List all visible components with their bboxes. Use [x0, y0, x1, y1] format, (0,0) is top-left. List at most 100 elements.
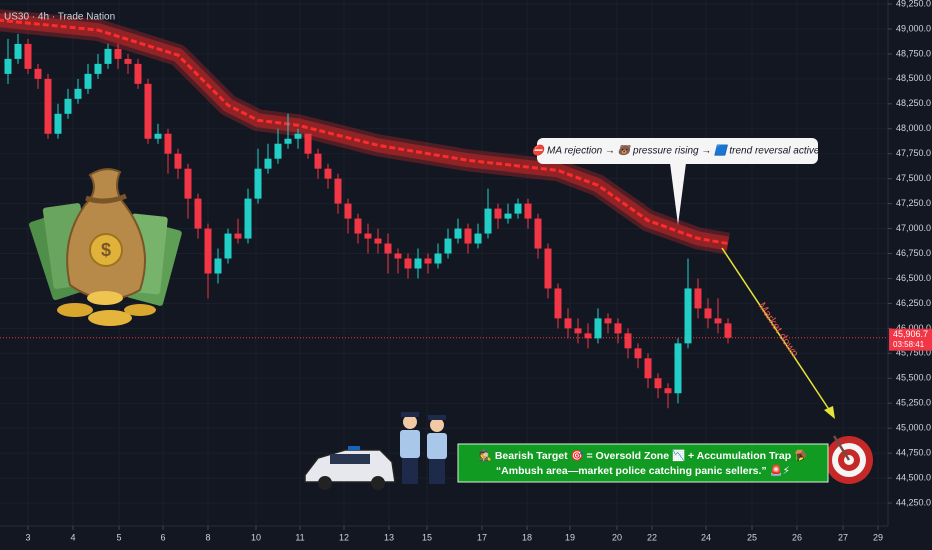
candle-body	[674, 343, 682, 394]
callout-pointer	[670, 163, 686, 225]
x-tick-label: 15	[422, 532, 432, 542]
candle-body	[274, 143, 282, 159]
candle-body	[54, 113, 62, 134]
candle-body	[584, 333, 592, 339]
x-tick-label: 8	[205, 532, 210, 542]
candle-body	[414, 258, 422, 269]
y-tick-label: 48,000.0	[896, 123, 931, 133]
target-box: 🕵️ Bearish Target 🎯 = Oversold Zone 📉 + …	[457, 443, 829, 483]
candle-body	[384, 243, 392, 254]
candle-body	[514, 203, 522, 214]
candle-body	[254, 168, 262, 199]
x-tick-label: 22	[647, 532, 657, 542]
x-tick-label: 19	[565, 532, 575, 542]
target-line-1: 🕵️ Bearish Target 🎯 = Oversold Zone 📉 + …	[479, 449, 807, 462]
ma-line	[0, 18, 729, 246]
candle-body	[314, 153, 322, 169]
x-tick-label: 10	[251, 532, 261, 542]
candle-body	[14, 43, 22, 59]
x-tick-label: 11	[295, 532, 304, 542]
candle-body	[664, 388, 672, 394]
target-illustration	[825, 435, 873, 484]
candle-body	[444, 238, 452, 254]
callout-text: ⛔ MA rejection → 🐻 pressure rising → 🟦 t…	[532, 144, 823, 157]
y-tick-label: 48,500.0	[896, 73, 931, 83]
candle-body	[434, 253, 442, 264]
callout-box	[537, 138, 818, 164]
candle-body	[294, 133, 302, 139]
y-tick-label: 46,000.0	[896, 323, 931, 333]
x-tick-label: 13	[384, 532, 394, 542]
countdown-label: 03:58:41	[893, 340, 925, 349]
y-tick-label: 46,750.0	[896, 248, 931, 258]
candle-body	[704, 308, 712, 319]
candle-body	[654, 378, 662, 389]
candle-body	[244, 198, 252, 239]
x-tick-label: 29	[873, 532, 883, 542]
candle-body	[644, 358, 652, 379]
candle-body	[224, 233, 232, 259]
last-price-tag	[889, 328, 932, 351]
candle-body	[694, 288, 702, 309]
candle-body	[214, 258, 222, 274]
target-line-2: “Ambush area—market police catching pani…	[496, 464, 790, 477]
candle-body	[204, 228, 212, 274]
x-tick-label: 18	[522, 532, 532, 542]
candle-body	[454, 228, 462, 239]
candle-body	[64, 98, 72, 114]
candle-body	[4, 58, 12, 74]
candle-body	[564, 318, 572, 329]
x-tick-label: 6	[160, 532, 165, 542]
candle-body	[124, 58, 132, 64]
candle-body	[114, 48, 122, 59]
candle-body	[524, 203, 532, 219]
candle-body	[574, 328, 582, 334]
candle-body	[534, 218, 542, 249]
y-tick-label: 44,500.0	[896, 472, 931, 482]
candle-body	[634, 348, 642, 359]
chart-title: US30 · 4h · Trade Nation	[4, 12, 115, 23]
candle-body	[144, 83, 152, 139]
money-bag-illustration: $	[29, 168, 182, 326]
candle-body	[154, 133, 162, 139]
candle-body	[354, 218, 362, 234]
x-tick-label: 26	[792, 532, 802, 542]
y-tick-label: 45,250.0	[896, 398, 931, 408]
candle-body	[184, 168, 192, 199]
candle-body	[324, 168, 332, 179]
candle-body	[34, 68, 42, 79]
candle-body	[24, 43, 32, 69]
candle-body	[304, 133, 312, 154]
x-tick-label: 5	[116, 532, 121, 542]
candles	[4, 33, 732, 409]
candle-body	[484, 208, 492, 234]
x-tick-label: 25	[747, 532, 757, 542]
candle-body	[94, 63, 102, 74]
x-tick-label: 17	[477, 532, 487, 542]
candle-body	[394, 253, 402, 259]
x-tick-label: 24	[701, 532, 711, 542]
moving-average	[0, 9, 730, 255]
candle-body	[84, 73, 92, 89]
y-tick-label: 46,250.0	[896, 298, 931, 308]
candle-body	[604, 318, 612, 324]
y-tick-label: 45,500.0	[896, 373, 931, 383]
candle-body	[494, 208, 502, 219]
candle-body	[174, 153, 182, 169]
y-tick-label: 45,000.0	[896, 423, 931, 433]
candle-body	[264, 158, 272, 169]
x-tick-label: 27	[838, 532, 848, 542]
candle-body	[554, 288, 562, 319]
candle-body	[374, 238, 382, 244]
candle-body	[194, 198, 202, 229]
x-tick-label: 20	[612, 532, 622, 542]
y-tick-label: 49,250.0	[896, 0, 931, 8]
x-tick-label: 12	[339, 532, 349, 542]
y-tick-label: 45,750.0	[896, 348, 931, 358]
candle-body	[464, 228, 472, 244]
candle-body	[424, 258, 432, 264]
y-tick-label: 46,500.0	[896, 273, 931, 283]
y-tick-label: 48,250.0	[896, 98, 931, 108]
